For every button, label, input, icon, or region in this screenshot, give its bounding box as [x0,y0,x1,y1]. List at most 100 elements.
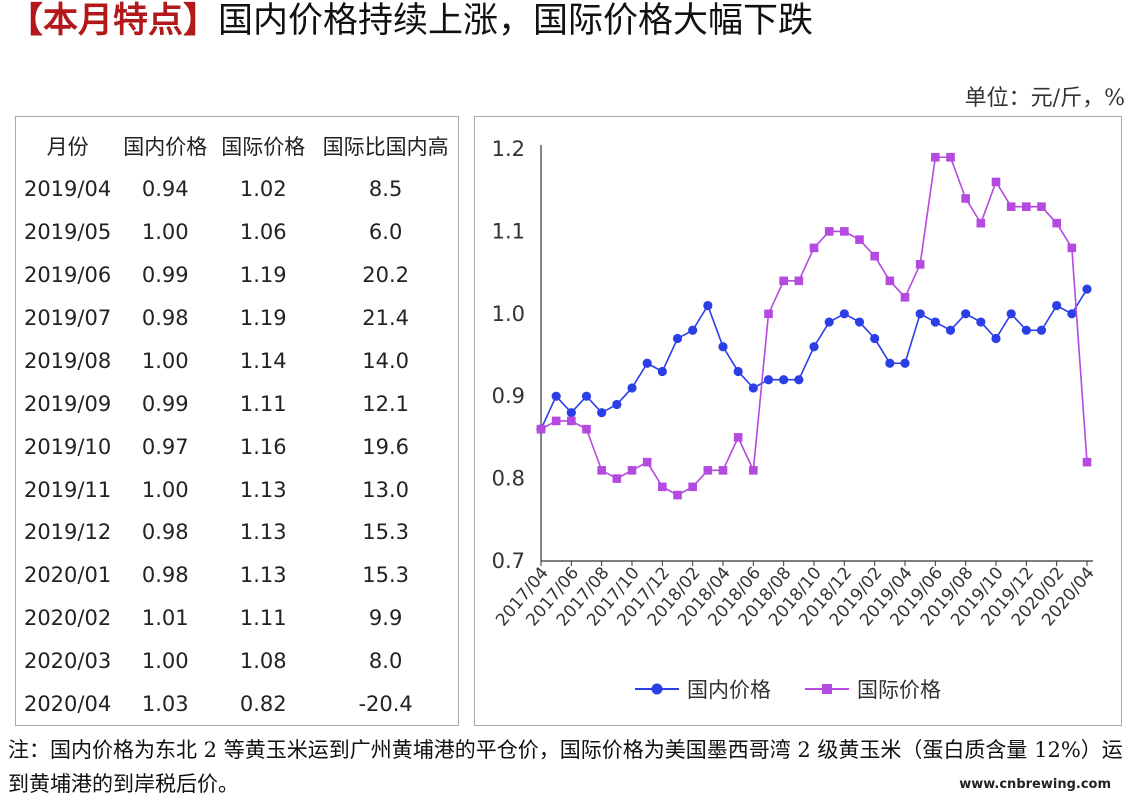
table-cell: 2020/04 [23,692,112,717]
table-cell: 1.06 [239,220,287,245]
data-point [733,366,743,377]
table-cell: 1.08 [239,649,287,674]
table-body: 2019/04 0.94 1.02 8.5 2019/05 1.00 1.06 6.0 2019… [18,168,458,726]
title-bracket-label: 【本月特点】 [8,1,219,41]
data-point [961,194,970,203]
data-point [612,399,622,410]
data-point [794,375,804,385]
table-cell: 14.0 [362,348,409,373]
table-cell: 1.00 [141,477,189,502]
y-tick-label: 0.9 [492,384,525,408]
table-cell: 1.16 [239,434,287,459]
legend-marker [822,684,832,694]
y-tick-label: 1.1 [492,219,525,243]
table-cell: 1.19 [239,263,287,288]
table-cell: 2019/05 [23,220,112,245]
table-cell: 6.0 [368,220,403,245]
table-cell: 1.13 [239,563,287,588]
table-cell: 1.03 [141,692,189,717]
table-cell: 15.3 [362,563,409,588]
table-row: 2020/01 0.98 1.13 15.3 [18,554,458,597]
y-tick-label: 1.2 [492,137,525,161]
data-point [658,482,667,492]
table-header-cell: 国际价格 [221,135,306,160]
table-row: 2020/02 1.01 1.11 9.9 [18,597,458,640]
table-cell: 2019/12 [23,520,112,545]
table-cell: 2019/06 [23,263,112,288]
data-point [718,342,728,352]
y-tick-label: 0.8 [492,467,525,491]
data-point [945,325,956,335]
data-point [1022,202,1031,211]
table-row: 2019/09 0.99 1.11 12.1 [18,382,458,425]
data-point [946,152,955,162]
unit-label: 单位：元/斤，% [964,86,1125,111]
data-point [612,474,622,483]
legend-marker [651,683,663,695]
table-cell: 1.19 [239,306,287,330]
data-point [567,416,576,426]
table-cell: 0.99 [141,263,189,288]
data-point [1037,202,1046,211]
data-point [991,177,1001,187]
data-point [1006,309,1016,319]
data-point [854,317,865,327]
data-point [627,466,637,475]
table-cell: 1.00 [141,220,189,245]
data-point [551,416,561,426]
data-point [779,375,789,385]
price-line-chart: 0.70.80.91.01.11.22017/042017/062017/082… [492,137,1099,702]
data-point [566,408,576,418]
data-point [581,391,592,401]
table-cell: 0.98 [141,306,189,330]
data-point [1052,300,1062,311]
table-row: 2019/11 1.00 1.13 13.0 [18,468,458,511]
data-point [763,375,774,385]
data-point [900,293,910,302]
data-point [764,309,773,319]
footnote: 注：国内价格为东北 2 等黄玉米运到广州黄埔港的平仓价，国际价格为美国墨西哥湾 … [8,738,1123,796]
data-point [885,276,895,286]
table-header-row: 月份 国内价格 国际价格 国际比国内高 [18,125,458,168]
data-point [597,466,606,475]
data-point [688,325,698,335]
data-point [657,366,667,377]
data-point [885,358,895,368]
page-title: 【本月特点】国内价格持续上涨，国际价格大幅下跌 [8,0,813,44]
data-point [748,383,758,393]
table-cell: 1.13 [239,477,287,502]
table-cell: 2020/01 [23,563,112,588]
data-point [733,433,743,442]
table-cell: 1.01 [141,606,189,631]
data-point [961,309,971,319]
table-cell: 1.00 [141,649,189,674]
table-cell: 2019/07 [23,306,112,330]
table-cell: 1.14 [239,348,287,373]
data-point [597,408,607,418]
table-header-cell: 国际比国内高 [322,135,449,160]
data-point [976,218,986,228]
data-point [1036,325,1047,335]
table-cell: 0.94 [141,177,189,202]
data-point [839,309,849,319]
data-point [991,333,1001,344]
data-point [1082,284,1092,294]
table-row: 2019/10 0.97 1.16 19.6 [18,425,458,468]
table-row: 2019/07 0.98 1.19 21.4 [18,297,458,340]
table-row: 2019/06 0.99 1.19 20.2 [18,254,458,297]
price-chart-panel: 0.7 0.8 0.9 1.0 1.1 1.2 2017/04 2017/06 2017/08 2… [474,116,1122,726]
data-point [582,424,591,434]
data-point [870,251,879,261]
table-cell: 13.0 [362,477,409,502]
table-cell: 15.3 [362,520,409,545]
data-point [809,342,819,352]
data-point [915,260,925,269]
data-point [809,243,819,253]
data-point [703,300,713,311]
table-header-cell: 月份 [46,135,89,160]
price-table-panel: 月份 国内价格 国际价格 国际比国内高 2019/04 0.94 1.02 8.5 2019/… [15,116,459,726]
title-main-text: 国内价格持续上涨，国际价格大幅下跌 [218,1,814,41]
data-point [672,333,683,344]
table-cell: 2020/03 [23,649,112,674]
table-row: 2019/04 0.94 1.02 8.5 [18,168,458,211]
